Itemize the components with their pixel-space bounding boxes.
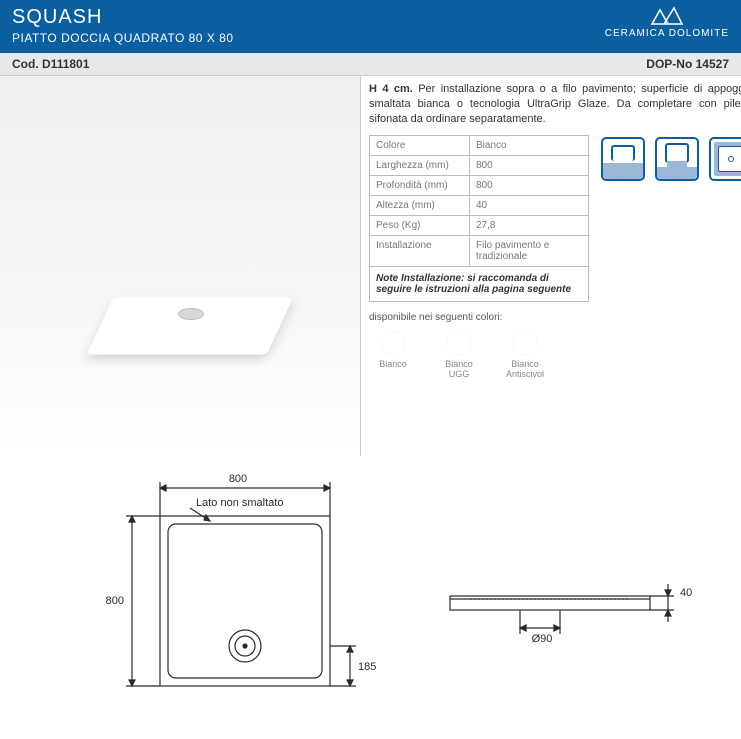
- install-icon-top-view: [709, 137, 741, 181]
- spec-table: ColoreBiancoLarghezza (mm)800Profondità …: [369, 135, 589, 267]
- content-row: H 4 cm. Per installazione sopra o a filo…: [0, 76, 741, 456]
- subheader-bar: Cod. D111801 DOP-No 14527: [0, 53, 741, 76]
- header-bar: SQUASH PIATTO DOCCIA QUADRATO 80 X 80 CE…: [0, 0, 741, 53]
- brand-logo-icon: [605, 6, 729, 26]
- table-row: Altezza (mm)40: [370, 195, 589, 215]
- product-render: [0, 76, 360, 456]
- dim-drain-dia: Ø90: [532, 633, 553, 645]
- dop-number: DOP-No 14527: [646, 57, 729, 71]
- product-code: Cod. D111801: [12, 57, 89, 71]
- drawing-svg: 800 800 185 Lato non smaltato 40 Ø90: [20, 466, 720, 726]
- technical-drawings: 800 800 185 Lato non smaltato 40 Ø90: [0, 456, 741, 726]
- dim-width: 800: [229, 473, 247, 485]
- color-swatch: Bianco Antiscivol: [501, 331, 549, 379]
- detail-panel: H 4 cm. Per installazione sopra o a filo…: [360, 76, 741, 456]
- spec-table-body: ColoreBiancoLarghezza (mm)800Profondità …: [370, 135, 589, 266]
- dim-drain-offset: 185: [358, 661, 376, 673]
- color-swatch: Bianco: [369, 331, 417, 379]
- brand-block: CERAMICA DOLOMITE: [605, 6, 729, 39]
- product-description: H 4 cm. Per installazione sopra o a filo…: [369, 82, 741, 127]
- table-row: Larghezza (mm)800: [370, 155, 589, 175]
- dim-side-height: 40: [680, 587, 692, 599]
- available-label: disponibile nei seguenti colori:: [369, 312, 741, 323]
- table-row: Peso (Kg)27,8: [370, 215, 589, 235]
- tray-shape: [87, 297, 294, 354]
- brand-name: CERAMICA DOLOMITE: [605, 28, 729, 39]
- install-icon-floor-flush: [601, 137, 645, 181]
- color-swatches: Bianco Bianco UGG Bianco Antiscivol: [369, 331, 741, 379]
- install-note: Note Installazione: si raccomanda di seg…: [369, 266, 589, 302]
- install-icon-raised: [655, 137, 699, 181]
- color-swatch: Bianco UGG: [435, 331, 483, 379]
- dim-height: 800: [106, 595, 124, 607]
- product-title: SQUASH: [12, 6, 605, 29]
- label-unglazed: Lato non smaltato: [196, 497, 283, 509]
- product-subtitle: PIATTO DOCCIA QUADRATO 80 X 80: [12, 31, 605, 45]
- install-icons: [589, 135, 741, 302]
- header-left: SQUASH PIATTO DOCCIA QUADRATO 80 X 80: [12, 6, 605, 45]
- table-row: ColoreBianco: [370, 135, 589, 155]
- table-row: Profondità (mm)800: [370, 175, 589, 195]
- table-row: InstallazioneFilo pavimento e tradiziona…: [370, 235, 589, 266]
- drain-shape: [178, 308, 204, 320]
